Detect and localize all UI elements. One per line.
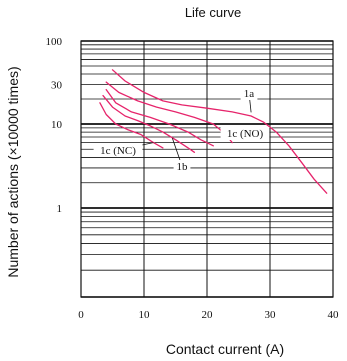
series-line-1 xyxy=(111,69,328,194)
annotation-label: 1a xyxy=(244,88,255,100)
annotation-bg xyxy=(220,127,270,140)
annotation-bg xyxy=(240,87,258,100)
annotation-bg xyxy=(93,144,143,157)
series-line-5 xyxy=(99,102,164,149)
chart-title: Life curve xyxy=(185,5,241,20)
plot-frame xyxy=(80,40,334,298)
y-tick-labels: 100 30 10 1 xyxy=(46,36,63,215)
x-tick-label: 0 xyxy=(78,309,84,321)
x-axis-label: Contact current (A) xyxy=(166,341,284,357)
y-tick-label: 10 xyxy=(51,119,63,131)
grid xyxy=(80,40,334,298)
y-tick-label: 30 xyxy=(51,79,63,91)
annotation-label: 1c (NO) xyxy=(227,128,264,140)
annotations: 1a 1c (NO) 1c (NC) 1b xyxy=(93,87,270,173)
y-axis-label: Number of actions (×10000 times) xyxy=(5,66,21,277)
x-tick-label: 10 xyxy=(139,309,151,321)
x-tick-label: 40 xyxy=(328,309,340,321)
series-line-2 xyxy=(105,81,233,144)
series-line-3 xyxy=(105,88,214,147)
x-tick-labels: 0 10 20 30 40 xyxy=(78,309,339,321)
x-tick-label: 20 xyxy=(202,309,214,321)
plot-border xyxy=(80,40,334,298)
series-group xyxy=(99,69,328,194)
x-tick-label: 30 xyxy=(265,309,277,321)
y-tick-label: 100 xyxy=(46,36,63,48)
y-tick-label: 1 xyxy=(57,203,63,215)
annotation-label: 1b xyxy=(177,161,189,173)
annotation-bg xyxy=(173,160,191,173)
series-line-4 xyxy=(102,94,196,153)
annotation-label: 1c (NC) xyxy=(100,145,136,157)
